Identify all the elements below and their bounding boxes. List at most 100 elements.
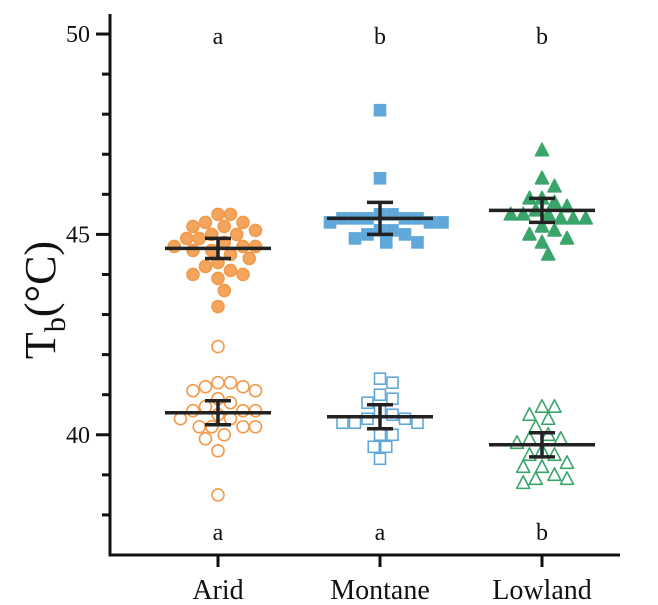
- upper-lowland-point: [547, 194, 562, 209]
- lower-arid-point: [204, 419, 219, 434]
- lower-arid-significance-letter: a: [213, 520, 224, 546]
- upper-lowland-point: [547, 178, 562, 193]
- lower-lowland-point: [547, 398, 562, 414]
- lower-arid-point: [223, 411, 238, 426]
- upper-lowland-significance-letter: b: [536, 24, 548, 50]
- upper-montane-point: [411, 236, 424, 249]
- upper-arid-point: [248, 223, 263, 238]
- upper-montane-point: [373, 171, 387, 185]
- upper-lowland-point: [540, 246, 556, 261]
- upper-montane-point: [348, 232, 362, 245]
- lower-montane-point: [386, 408, 399, 422]
- upper-arid-point: [192, 231, 207, 246]
- lower-montane-point: [361, 412, 374, 426]
- lower-arid-point: [217, 427, 232, 442]
- mean-error-bars: [165, 196, 595, 459]
- lower-montane-point: [361, 396, 374, 410]
- upper-lowland-point: [522, 226, 537, 241]
- lower-arid-point: [211, 444, 225, 458]
- upper-montane-point: [373, 103, 387, 117]
- lower-montane-point: [386, 428, 399, 442]
- lower-arid-point: [236, 379, 250, 394]
- upper-arid-point: [211, 271, 225, 286]
- upper-arid-point: [223, 263, 238, 278]
- significance-letters: a b b a a b: [213, 24, 548, 546]
- upper-arid-point: [248, 239, 263, 254]
- upper-lowland-point: [578, 210, 594, 225]
- lower-lowland-significance-letter: b: [536, 520, 548, 546]
- upper-arid-point: [179, 231, 194, 246]
- y-tick-label: 45: [66, 222, 90, 248]
- upper-lowland-point: [534, 142, 550, 157]
- y-tick-label: 40: [66, 423, 90, 449]
- lower-arid-point: [211, 375, 225, 390]
- lower-arid-point: [248, 383, 263, 398]
- lower-lowland-point: [534, 398, 550, 414]
- upper-arid-point: [242, 251, 257, 266]
- lower-lowland-point: [528, 471, 544, 486]
- lower-arid-point: [186, 383, 200, 398]
- lower-lowland-point: [559, 455, 575, 470]
- lower-arid-point: [236, 419, 250, 434]
- lower-arid-point: [186, 403, 200, 418]
- lower-lowland-point: [522, 406, 537, 422]
- upper-arid-point: [186, 219, 200, 234]
- lower-lowland-point: [559, 471, 575, 486]
- y-axis-title-sub: b: [39, 317, 72, 332]
- upper-arid-point: [229, 227, 244, 242]
- upper-arid-point: [236, 239, 250, 254]
- y-axis-title: Tb(°C): [16, 241, 72, 359]
- lower-montane-point: [367, 440, 381, 454]
- lower-arid-point: [248, 403, 263, 418]
- lower-montane-point: [373, 372, 387, 385]
- lower-montane-point: [373, 428, 387, 442]
- y-axis-title-main: T: [16, 332, 65, 359]
- lower-montane-point: [373, 452, 387, 466]
- y-axis-title-unit: (°C): [16, 241, 65, 317]
- lower-arid-point: [236, 403, 250, 418]
- upper-arid-point: [211, 299, 225, 314]
- upper-arid-point: [236, 215, 250, 230]
- upper-arid-point: [186, 267, 200, 282]
- lower-montane-point: [411, 416, 424, 430]
- axes: 40 45 50 Arid Montane Lowland: [66, 14, 620, 605]
- upper-arid-point: [204, 243, 219, 258]
- lower-arid-point: [248, 419, 263, 434]
- lower-arid-point: [223, 395, 238, 410]
- lower-montane-point: [336, 416, 349, 430]
- lower-arid-point: [198, 399, 213, 414]
- lower-arid-point: [198, 379, 213, 394]
- upper-lowland-point: [559, 230, 575, 245]
- lower-lowland-point: [553, 430, 569, 446]
- lower-lowland-point: [528, 418, 544, 434]
- upper-arid-point: [186, 243, 200, 258]
- lower-lowland-point: [547, 467, 562, 482]
- lower-arid-point: [173, 411, 188, 426]
- y-tick-label: 50: [66, 22, 90, 48]
- lower-arid-point: [192, 419, 207, 434]
- upper-lowland-point: [515, 206, 531, 221]
- upper-lowland-point: [547, 222, 562, 237]
- upper-arid-point: [217, 283, 232, 298]
- lower-arid-point: [211, 339, 225, 354]
- upper-arid-point: [167, 239, 182, 254]
- upper-montane-point: [436, 216, 449, 229]
- data-marks: [167, 103, 594, 502]
- upper-arid-point: [223, 207, 238, 222]
- upper-lowland-point: [534, 218, 550, 233]
- lower-montane-point: [379, 440, 393, 454]
- lower-montane-significance-letter: a: [375, 520, 386, 546]
- upper-lowland-point: [565, 210, 581, 225]
- upper-lowland-point: [503, 206, 519, 221]
- lower-montane-point: [398, 412, 412, 426]
- lower-lowland-point: [534, 459, 550, 474]
- lower-lowland-point: [515, 459, 531, 474]
- upper-lowland-point: [534, 170, 550, 185]
- lower-arid-point: [211, 488, 225, 502]
- lower-montane-point: [386, 392, 399, 406]
- upper-arid-point: [198, 215, 213, 230]
- upper-lowland-point: [553, 210, 569, 225]
- lower-arid-point: [198, 431, 213, 446]
- lower-montane-point: [348, 416, 362, 430]
